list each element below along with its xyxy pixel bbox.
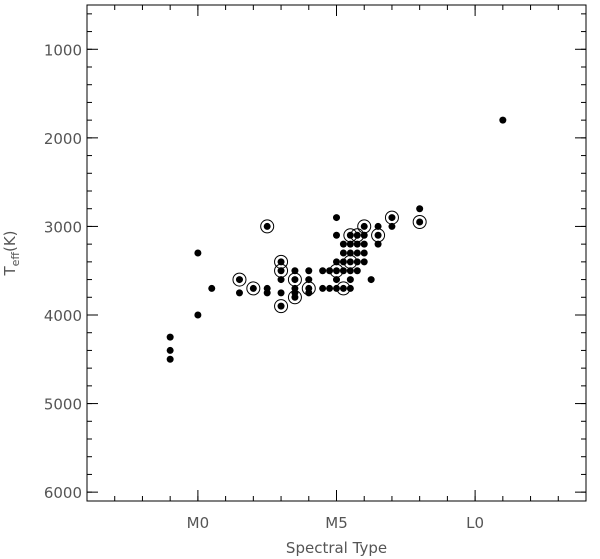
data-point [305,267,313,275]
data-point [277,276,285,284]
data-point [339,249,347,257]
data-points [166,116,507,363]
data-point [353,267,361,275]
y-tick-label: 1000 [44,41,82,59]
data-point [388,222,396,230]
data-point [277,258,285,266]
data-point-circled [246,281,261,296]
data-point-circled [350,228,365,243]
data-point-circled [260,219,275,234]
data-point [360,222,368,230]
data-point [346,258,354,266]
x-axis-ticks [86,5,587,501]
data-point [416,218,424,226]
data-point [374,231,382,239]
plot-frame [86,4,587,502]
data-point-circled [287,290,302,305]
data-point-circled [357,219,372,234]
data-point [333,258,340,266]
data-point [346,240,354,248]
y-axis-ticks [87,13,586,493]
data-point [249,284,257,292]
data-point [263,289,271,297]
data-point [333,267,340,275]
y-axis-label: Teff(K) [1,230,22,276]
x-tick-label: L0 [466,514,484,532]
data-point [194,311,202,319]
data-point [194,249,202,257]
data-point [208,284,216,292]
data-point [333,231,340,239]
data-point-circled [274,263,289,278]
y-tick-label: 3000 [44,218,82,236]
data-point [360,240,368,248]
data-point-circled [343,254,358,269]
data-point [319,284,327,292]
data-point [291,276,299,284]
data-point-circled [232,272,247,287]
data-point [499,116,507,124]
data-point [353,240,361,248]
data-point [333,214,340,222]
data-point [166,346,174,354]
data-point-circled [274,299,289,314]
data-point [374,222,382,230]
data-point [346,267,354,275]
data-point [339,240,347,248]
data-point [326,284,334,292]
data-point [360,249,368,257]
x-tick-label: M5 [325,514,348,532]
y-axis-label-unit: (K) [1,230,19,252]
data-point-circled [301,281,316,296]
y-tick-label: 6000 [44,484,82,502]
data-point-circled [371,228,386,243]
data-point [277,267,285,275]
data-point [346,276,354,284]
y-tick-label: 2000 [44,130,82,148]
data-point-circled [412,215,427,229]
data-point [319,267,327,275]
data-point [374,240,382,248]
data-point-circled [343,228,358,243]
data-point [235,276,243,284]
data-point [291,267,299,275]
y-axis-tick-labels: 1000 2000 3000 4000 5000 6000 [44,41,82,502]
y-tick-label: 4000 [44,307,82,325]
data-point-circled [274,254,289,269]
data-point [263,222,271,230]
x-tick-label: M0 [187,514,210,532]
data-point [367,276,375,284]
y-axis-label-subscript: eff [9,252,22,267]
data-point [277,289,285,297]
data-point-circled [336,281,351,296]
x-axis-tick-labels: M0 M5 L0 [187,514,484,532]
data-point [360,258,368,266]
data-point [339,284,347,292]
data-point [166,355,174,363]
data-point [346,249,354,257]
data-point-circled [329,263,344,278]
data-point [333,276,340,284]
data-point [291,293,299,301]
data-point [353,249,361,257]
data-point-circled [384,210,399,225]
data-point [388,214,396,222]
x-axis-label: Spectral Type [286,539,387,557]
data-point [235,289,243,297]
y-axis-label-main: T [1,266,19,277]
data-point [305,276,313,284]
y-tick-label: 5000 [44,396,82,414]
data-point [166,333,174,341]
data-point [277,302,285,310]
data-point [416,205,424,213]
data-point-circled [287,272,302,287]
